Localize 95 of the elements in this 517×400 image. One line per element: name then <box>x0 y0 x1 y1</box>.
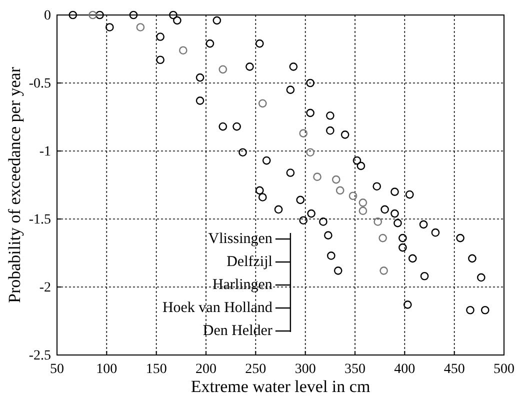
point <box>319 218 328 226</box>
x-tick-label: 400 <box>394 362 416 377</box>
point <box>238 148 247 157</box>
point <box>156 32 164 41</box>
point <box>398 243 407 252</box>
x-tick-label: 300 <box>294 362 316 377</box>
x-axis-title: Extreme water level in cm <box>190 377 370 396</box>
point <box>334 266 342 275</box>
point <box>258 193 267 202</box>
point <box>390 188 399 196</box>
point <box>262 156 271 165</box>
point <box>456 234 464 242</box>
point <box>196 96 204 105</box>
x-tick-label: 100 <box>96 362 118 377</box>
point <box>212 16 222 25</box>
point <box>196 73 204 82</box>
point <box>88 10 97 20</box>
point <box>296 196 305 204</box>
point <box>68 10 78 20</box>
point <box>398 234 407 242</box>
point <box>403 300 412 309</box>
annotation: Den Helder <box>202 323 272 339</box>
point <box>289 62 298 71</box>
x-tick-label: 250 <box>245 362 266 377</box>
point <box>408 254 417 263</box>
point <box>169 10 178 20</box>
point <box>286 86 295 94</box>
point <box>96 10 104 20</box>
point <box>466 306 474 314</box>
point <box>218 65 228 74</box>
point <box>380 205 389 214</box>
point <box>356 162 366 170</box>
point <box>299 216 308 225</box>
point <box>255 39 264 48</box>
y-tick-label: -1.5 <box>28 212 51 228</box>
x-tick-label: 450 <box>444 362 465 377</box>
point <box>420 272 429 280</box>
point <box>156 56 164 64</box>
point <box>394 218 402 228</box>
point <box>378 234 387 242</box>
annotation: Harlingen <box>212 277 273 293</box>
point <box>348 192 358 200</box>
point <box>336 186 344 195</box>
y-tick-label: -1 <box>39 144 51 160</box>
point <box>332 175 340 184</box>
point <box>274 205 283 214</box>
point <box>178 46 188 55</box>
point <box>324 231 332 240</box>
annotation: Hoek van Holland <box>162 300 273 316</box>
point <box>232 122 241 131</box>
point <box>326 126 334 135</box>
point <box>372 182 382 191</box>
point <box>255 186 264 195</box>
point <box>419 220 428 229</box>
point <box>129 10 138 20</box>
point <box>258 99 267 108</box>
point <box>326 111 334 120</box>
annotation: Delfzijl <box>226 254 272 270</box>
point <box>326 252 336 260</box>
y-axis-title: Probability of exceedance per year <box>5 66 24 303</box>
point <box>352 156 362 165</box>
point <box>358 206 368 215</box>
point <box>431 228 440 237</box>
point <box>306 78 314 88</box>
y-tick-label: -2.5 <box>28 348 51 364</box>
point <box>380 266 388 275</box>
x-tick-label: 200 <box>196 362 216 377</box>
y-tick-label: -0.5 <box>28 76 51 92</box>
point <box>105 23 114 32</box>
point <box>468 254 476 263</box>
x-tick-label: 500 <box>494 362 514 377</box>
point <box>405 190 414 199</box>
point <box>299 129 308 138</box>
point <box>173 16 182 25</box>
x-tick-label: 350 <box>344 362 366 377</box>
point <box>476 273 486 282</box>
y-tick-label: -2 <box>39 280 51 296</box>
y-tick-label: 0 <box>44 8 51 24</box>
point <box>306 108 314 118</box>
point <box>358 198 368 207</box>
point <box>480 306 490 314</box>
point <box>340 130 350 139</box>
x-tick-label: 150 <box>146 362 167 377</box>
point <box>206 39 214 48</box>
point <box>218 122 228 131</box>
point <box>307 209 316 218</box>
point <box>390 209 399 218</box>
point <box>286 168 295 177</box>
point <box>313 172 322 181</box>
annotation: Vlissingen <box>208 231 273 247</box>
point <box>306 148 314 157</box>
point <box>374 218 382 226</box>
x-tick-label: 50 <box>50 362 64 377</box>
point <box>136 23 145 32</box>
point <box>246 62 254 71</box>
